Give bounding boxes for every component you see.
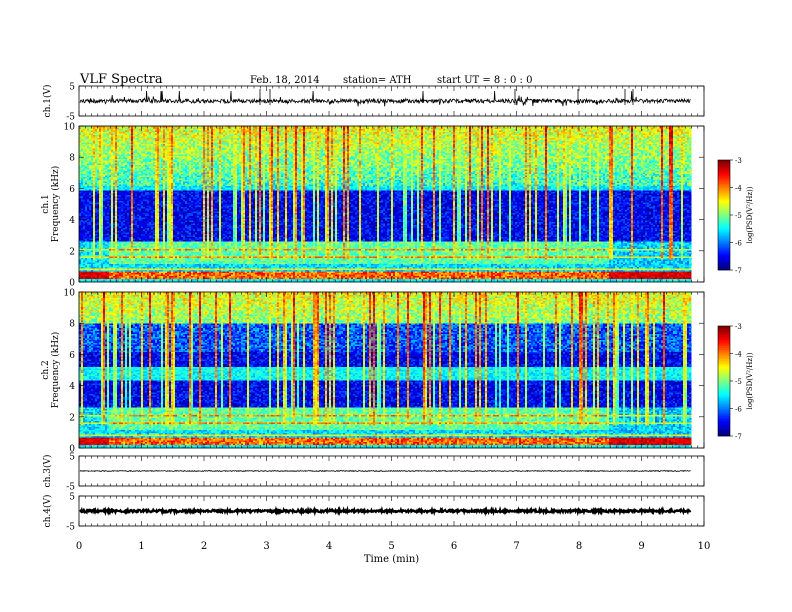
panel-2-y-tick-label-10: 10 — [64, 123, 76, 133]
x-tick-label-1: 1 — [138, 541, 144, 552]
panel-2-ylabel: Frequency (kHz) — [50, 166, 61, 243]
x-tick-label-4: 4 — [326, 541, 332, 552]
panel-4-y-tick-label-5: 5 — [69, 453, 75, 463]
panel-2-y-tick-label-6: 6 — [69, 185, 75, 195]
panel-2-colorbar-tick-m7: -7 — [735, 267, 742, 275]
panel-2-y-tick-label-2: 2 — [69, 247, 75, 257]
panel-3-y-tick-label-8: 8 — [69, 320, 75, 330]
panel-3-colorbar-tick-m3: -3 — [735, 323, 742, 331]
x-tick-label-0: 0 — [76, 541, 82, 552]
panel-3-colorbar-label: log(PSD(V²/Hz)) — [746, 352, 754, 409]
panel-2-colorbar: -3 -4 -5 -6 -7 log(PSD(V²/Hz)) — [718, 157, 754, 275]
panel-3-colorbar-tick-m4: -4 — [735, 351, 742, 359]
panel-4-y-tick-label-m5: -5 — [66, 483, 75, 493]
panel-2-ylabel-channel: ch.1 — [41, 194, 51, 213]
panel-3-ylabel: Frequency (kHz) — [50, 332, 61, 409]
panel-2-spectrogram — [79, 126, 704, 282]
panel-1-y-tick-label-m5: -5 — [66, 113, 75, 123]
panel-3-y-tick-label-2: 2 — [69, 413, 75, 423]
panel-3-colorbar-tick-m6: -6 — [735, 406, 742, 414]
panel-2-colorbar-tick-m5: -5 — [735, 212, 742, 220]
panel-2-colorbar-tick-m4: -4 — [735, 185, 742, 193]
panel-1-y-tick-label-5: 5 — [69, 83, 75, 93]
panel-5-trace — [80, 510, 691, 512]
panel-5-ylabel: ch.4(V) — [42, 495, 53, 528]
panel-1-ylabel: ch.1(V) — [42, 85, 53, 118]
x-axis-label: Time (min) — [364, 554, 419, 565]
panel-1-trace — [80, 91, 691, 106]
panel-3-ylabel-channel: ch.2 — [41, 360, 51, 379]
panel-3-y-tick-label-10: 10 — [64, 289, 76, 299]
panel-2-colorbar-tick-m3: -3 — [735, 157, 742, 165]
panel-4-trace — [80, 471, 691, 472]
panel-2-y-tick-label-8: 8 — [69, 154, 75, 164]
panel-3-colorbar-tick-m7: -7 — [735, 433, 742, 441]
panel-4-ylabel: ch.3(V) — [42, 455, 53, 488]
panel-5-y-tick-label-5: 5 — [69, 493, 75, 503]
panel-3-colorbar: -3 -4 -5 -6 -7 log(PSD(V²/Hz)) — [718, 323, 754, 441]
x-tick-label-7: 7 — [513, 541, 519, 552]
panel-3-spectrogram — [79, 292, 704, 448]
panel-2-colorbar-label: log(PSD(V²/Hz)) — [746, 186, 754, 243]
x-tick-label-3: 3 — [263, 541, 269, 552]
x-tick-label-6: 6 — [451, 541, 457, 552]
panel-3-colorbar-tick-m5: -5 — [735, 378, 742, 386]
panel-5-y-tick-label-m5: -5 — [66, 523, 75, 533]
panel-2-y-tick-label-4: 4 — [69, 216, 75, 226]
x-tick-label-10: 10 — [698, 541, 711, 552]
panel-2-colorbar-tick-m6: -6 — [735, 240, 742, 248]
panel-3-y-tick-label-4: 4 — [69, 382, 75, 392]
x-tick-label-2: 2 — [201, 541, 207, 552]
x-tick-label-9: 9 — [638, 541, 644, 552]
panel-2-y-tick-label-0: 0 — [69, 279, 75, 289]
x-tick-label-5: 5 — [388, 541, 394, 552]
panel-3-y-tick-label-6: 6 — [69, 351, 75, 361]
x-tick-label-8: 8 — [576, 541, 582, 552]
